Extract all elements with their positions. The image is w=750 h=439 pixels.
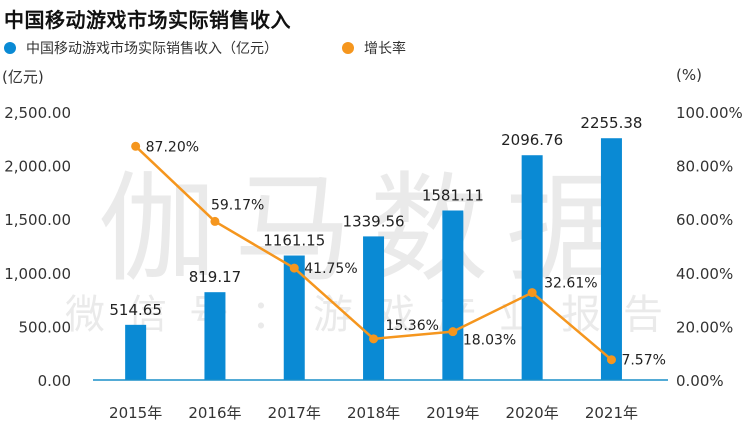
bar <box>125 324 147 380</box>
x-axis: 2015年 2016年 2017年 2018年 2019年 2020年 2021年 <box>109 404 638 422</box>
legend-label-growth: 增长率 <box>364 41 406 57</box>
left-tick-label: 1,500.00 <box>4 211 71 229</box>
left-axis-unit: (亿元) <box>2 68 44 86</box>
bar-value-label: 1581.11 <box>422 187 484 205</box>
growth-point <box>448 327 458 337</box>
bar <box>283 255 305 380</box>
growth-point <box>210 216 220 226</box>
x-tick-label: 2015年 <box>109 404 162 422</box>
bar-value-label: 514.65 <box>109 301 162 319</box>
bar-series <box>125 138 622 380</box>
bar-value-label: 2096.76 <box>501 131 563 149</box>
growth-point <box>606 355 616 365</box>
line-series <box>131 141 616 365</box>
x-tick-label: 2016年 <box>188 404 241 422</box>
growth-value-label: 87.20% <box>146 139 199 155</box>
chart-title: 中国移动游戏市场实际销售收入 <box>4 8 291 32</box>
right-tick-label: 100.00% <box>676 104 743 122</box>
right-tick-label: 20.00% <box>676 318 733 336</box>
left-tick-label: 1,000.00 <box>4 265 71 283</box>
bar <box>442 210 464 380</box>
legend: 中国移动游戏市场实际销售收入（亿元） 增长率 <box>4 38 446 58</box>
legend-item-growth: 增长率 <box>342 38 406 58</box>
bar-value-label: 2255.38 <box>580 114 642 132</box>
growth-value-label: 32.61% <box>544 276 597 292</box>
x-tick-label: 2019年 <box>426 404 479 422</box>
x-tick-label: 2020年 <box>506 404 559 422</box>
bar <box>521 155 543 380</box>
growth-value-label: 41.75% <box>304 261 357 277</box>
growth-point <box>527 288 537 298</box>
growth-value-label: 59.17% <box>211 197 264 213</box>
left-tick-label: 0.00 <box>38 372 71 390</box>
right-tick-label: 80.00% <box>676 158 733 176</box>
left-tick-label: 2,500.00 <box>4 104 71 122</box>
bar-data-labels: 514.65 819.17 1161.15 1339.56 1581.11 2096.76… <box>109 114 642 319</box>
growth-value-label: 15.36% <box>386 318 439 334</box>
bar <box>600 138 622 380</box>
right-tick-label: 60.00% <box>676 211 733 229</box>
left-tick-label: 2,000.00 <box>4 158 71 176</box>
x-tick-label: 2021年 <box>585 404 638 422</box>
bar-value-label: 819.17 <box>189 268 242 286</box>
growth-point <box>369 334 379 344</box>
growth-value-label: 18.03% <box>463 333 516 349</box>
right-tick-label: 40.00% <box>676 265 733 283</box>
left-axis: 0.00 500.00 1,000.00 1,500.00 2,000.00 2,500.… <box>4 104 71 390</box>
legend-label-revenue: 中国移动游戏市场实际销售收入（亿元） <box>26 41 278 57</box>
growth-point <box>289 263 299 273</box>
legend-item-revenue: 中国移动游戏市场实际销售收入（亿元） <box>4 38 278 58</box>
bar-value-label: 1339.56 <box>343 212 405 230</box>
legend-swatch-growth <box>342 42 354 54</box>
right-axis: 0.00% 20.00% 40.00% 60.00% 80.00% 100.00% <box>676 104 743 390</box>
x-tick-label: 2017年 <box>268 404 321 422</box>
growth-point <box>131 141 141 151</box>
growth-value-label: 7.57% <box>621 353 665 369</box>
bar <box>204 292 226 380</box>
x-tick-label: 2018年 <box>347 404 400 422</box>
bar-value-label: 1161.15 <box>263 232 325 250</box>
right-tick-label: 0.00% <box>676 372 724 390</box>
bar <box>363 236 385 380</box>
left-tick-label: 500.00 <box>19 318 72 336</box>
line-data-labels: 87.20% 59.17% 41.75% 15.36% 18.03% 32.61% 7.57… <box>146 139 666 368</box>
legend-swatch-revenue <box>4 42 16 54</box>
right-axis-unit: (%) <box>676 66 702 84</box>
